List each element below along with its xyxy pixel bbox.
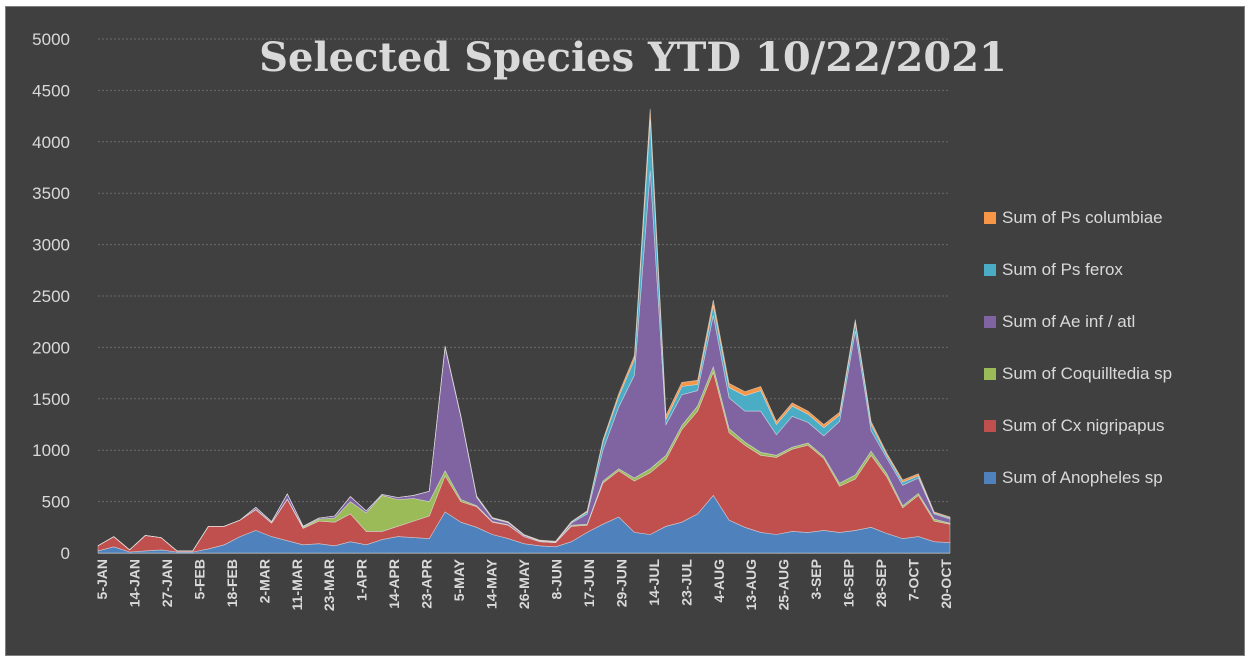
x-tick-label: 1-APR <box>354 559 370 601</box>
y-tick-label: 500 <box>42 493 70 512</box>
chart-frame: 0 500 1000 1500 2000 2500 3000 3500 4000 4500 5000… <box>5 6 1245 656</box>
x-tick-label: 28-SEP <box>873 559 889 607</box>
legend-label: Sum of Ps columbiae <box>1002 208 1163 227</box>
x-tick-label: 20-OCT <box>938 559 954 609</box>
legend-label: Sum of Cx nigripapus <box>1002 416 1165 435</box>
x-tick-label: 18-FEB <box>224 559 240 607</box>
legend-label: Sum of Coquilltedia sp <box>1002 364 1172 383</box>
x-tick-label: 2-MAR <box>256 559 272 603</box>
x-tick-label: 14-JUL <box>646 559 662 606</box>
legend-swatch <box>984 420 996 432</box>
x-tick-label: 16-SEP <box>841 559 857 607</box>
x-tick-label: 11-MAR <box>289 559 305 610</box>
x-tick-label: 5-JAN <box>94 559 110 599</box>
x-tick-label: 8-JUN <box>548 559 564 599</box>
x-tick-label: 29-JUN <box>613 559 629 607</box>
legend-label: Sum of Ae inf / atl <box>1002 312 1135 331</box>
legend-label: Sum of Anopheles sp <box>1002 468 1163 487</box>
y-tick-label: 5000 <box>32 30 70 49</box>
y-tick-label: 3500 <box>32 184 70 203</box>
x-tick-label: 23-JUL <box>678 559 694 606</box>
x-tick-label: 25-AUG <box>776 559 792 610</box>
legend-swatch <box>984 316 996 328</box>
series-areas <box>97 108 951 554</box>
series-area-5 <box>97 108 951 552</box>
legend: Sum of Ps columbiae Sum of Ps ferox Sum of… <box>984 208 1172 487</box>
legend-swatch <box>984 472 996 484</box>
x-tick-label: 23-MAR <box>321 559 337 611</box>
x-tick-label: 14-APR <box>386 559 402 609</box>
y-axis-ticks: 0 500 1000 1500 2000 2500 3000 3500 4000 4500 5000 <box>32 30 70 563</box>
y-tick-label: 0 <box>61 544 70 563</box>
y-tick-label: 2000 <box>32 338 70 357</box>
y-tick-label: 1000 <box>32 441 70 460</box>
legend-swatch <box>984 212 996 224</box>
x-tick-label: 27-JAN <box>159 559 175 607</box>
x-tick-label: 5-FEB <box>191 559 207 599</box>
x-tick-label: 14-JAN <box>126 559 142 607</box>
chart-title: Selected Species YTD 10/22/2021 <box>259 34 1007 81</box>
x-tick-label: 17-JUN <box>581 559 597 607</box>
x-tick-label: 13-AUG <box>743 559 759 610</box>
x-axis-ticks: 5-JAN 14-JAN 27-JAN 5-FEB 18-FEB 2-MAR 11-MAR 2… <box>94 558 954 611</box>
legend-label: Sum of Ps ferox <box>1002 260 1123 279</box>
y-tick-label: 4500 <box>32 81 70 100</box>
x-tick-label: 5-MAY <box>451 558 467 601</box>
legend-swatch <box>984 368 996 380</box>
x-tick-label: 4-AUG <box>711 559 727 603</box>
x-tick-label: 26-MAY <box>516 558 532 609</box>
y-tick-label: 4000 <box>32 133 70 152</box>
legend-swatch <box>984 264 996 276</box>
x-tick-label: 23-APR <box>419 559 435 609</box>
y-tick-label: 1500 <box>32 390 70 409</box>
chart-canvas: 0 500 1000 1500 2000 2500 3000 3500 4000 4500 5000… <box>32 30 1172 611</box>
x-tick-label: 14-MAY <box>484 558 500 609</box>
y-tick-label: 3000 <box>32 236 70 255</box>
x-tick-label: 7-OCT <box>906 559 922 601</box>
x-tick-label: 3-SEP <box>808 559 824 599</box>
y-tick-label: 2500 <box>32 287 70 306</box>
